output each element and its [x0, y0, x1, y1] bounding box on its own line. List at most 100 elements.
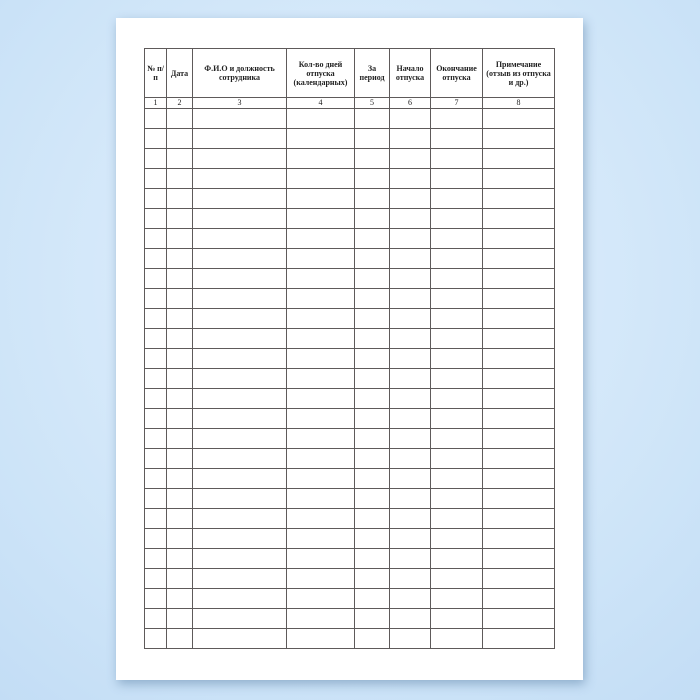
- empty-cell: [144, 148, 167, 169]
- empty-cell: [192, 408, 287, 429]
- empty-cell: [354, 608, 390, 629]
- empty-cell: [389, 208, 431, 229]
- empty-cell: [354, 488, 390, 509]
- empty-cell: [144, 608, 167, 629]
- empty-cell: [389, 108, 431, 129]
- empty-cell: [192, 528, 287, 549]
- empty-cell: [482, 168, 555, 189]
- empty-cell: [354, 428, 390, 449]
- empty-cell: [192, 548, 287, 569]
- empty-cell: [286, 628, 355, 649]
- empty-cell: [430, 308, 483, 329]
- empty-cell: [482, 408, 555, 429]
- empty-cell: [192, 268, 287, 289]
- table-row: [144, 328, 555, 349]
- empty-cell: [482, 468, 555, 489]
- header-row: № п/п Дата Ф.И.О и должность сотрудника …: [144, 48, 555, 98]
- table-row: [144, 548, 555, 569]
- empty-cell: [192, 328, 287, 349]
- empty-cell: [354, 528, 390, 549]
- empty-cell: [354, 368, 390, 389]
- empty-cell: [166, 248, 193, 269]
- empty-cell: [389, 628, 431, 649]
- empty-cell: [430, 548, 483, 569]
- empty-cell: [354, 448, 390, 469]
- empty-cell: [166, 488, 193, 509]
- empty-cell: [144, 448, 167, 469]
- empty-cell: [192, 468, 287, 489]
- table-row: [144, 468, 555, 489]
- header-cell: За период: [354, 48, 390, 98]
- table-row: [144, 148, 555, 169]
- table-row: [144, 568, 555, 589]
- empty-cell: [430, 388, 483, 409]
- empty-cell: [430, 528, 483, 549]
- empty-cell: [482, 328, 555, 349]
- empty-cell: [166, 388, 193, 409]
- empty-cell: [144, 368, 167, 389]
- empty-cell: [482, 268, 555, 289]
- empty-cell: [354, 548, 390, 569]
- empty-cell: [286, 288, 355, 309]
- empty-cell: [192, 488, 287, 509]
- empty-cell: [430, 268, 483, 289]
- empty-cell: [389, 188, 431, 209]
- table-row: [144, 268, 555, 289]
- empty-cell: [286, 488, 355, 509]
- table-row: [144, 448, 555, 469]
- empty-cell: [354, 268, 390, 289]
- empty-cell: [389, 348, 431, 369]
- empty-cell: [192, 308, 287, 329]
- empty-cell: [389, 548, 431, 569]
- empty-cell: [166, 268, 193, 289]
- column-number-row: 1 2 3 4 5 6 7 8: [144, 97, 555, 109]
- empty-cell: [354, 628, 390, 649]
- empty-cell: [354, 248, 390, 269]
- empty-cell: [482, 288, 555, 309]
- empty-cell: [166, 188, 193, 209]
- empty-cell: [286, 528, 355, 549]
- empty-cell: [166, 568, 193, 589]
- empty-cell: [354, 168, 390, 189]
- empty-cell: [482, 228, 555, 249]
- empty-cell: [354, 588, 390, 609]
- table-row: [144, 408, 555, 429]
- table-row: [144, 188, 555, 209]
- column-number: 4: [286, 97, 355, 109]
- empty-cell: [144, 288, 167, 309]
- table-row: [144, 508, 555, 529]
- empty-cell: [286, 428, 355, 449]
- empty-cell: [430, 128, 483, 149]
- empty-cell: [166, 288, 193, 309]
- empty-cell: [144, 388, 167, 409]
- empty-cell: [430, 208, 483, 229]
- empty-cell: [166, 508, 193, 529]
- table-row: [144, 308, 555, 329]
- empty-cell: [482, 348, 555, 369]
- empty-cell: [192, 568, 287, 589]
- empty-cell: [430, 188, 483, 209]
- empty-cell: [286, 388, 355, 409]
- empty-cell: [192, 128, 287, 149]
- empty-cell: [286, 248, 355, 269]
- empty-cell: [192, 448, 287, 469]
- vacation-log-table: № п/п Дата Ф.И.О и должность сотрудника …: [144, 48, 555, 649]
- empty-cell: [482, 368, 555, 389]
- empty-cell: [144, 568, 167, 589]
- table-row: [144, 168, 555, 189]
- table-row: [144, 528, 555, 549]
- empty-cell: [144, 308, 167, 329]
- empty-cell: [430, 108, 483, 129]
- table-row: [144, 248, 555, 269]
- empty-cell: [389, 408, 431, 429]
- empty-cell: [482, 388, 555, 409]
- empty-cell: [192, 108, 287, 129]
- empty-cell: [482, 448, 555, 469]
- empty-cell: [192, 168, 287, 189]
- empty-cell: [389, 248, 431, 269]
- empty-cell: [389, 468, 431, 489]
- empty-cell: [286, 208, 355, 229]
- empty-cell: [192, 368, 287, 389]
- empty-cell: [389, 508, 431, 529]
- empty-cell: [354, 348, 390, 369]
